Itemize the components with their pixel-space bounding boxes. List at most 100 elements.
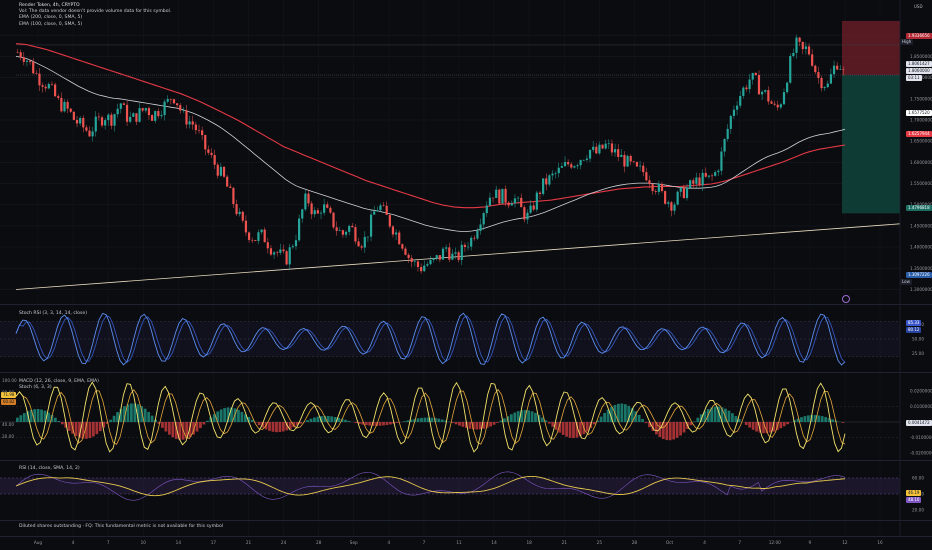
- x-tick-label: 14: [491, 540, 497, 545]
- candle: [41, 85, 44, 87]
- stoch-rsi-legend[interactable]: Stoch RSI (3, 3, 14, 14, close): [19, 311, 87, 316]
- macd-pane[interactable]: [0, 381, 900, 453]
- candle: [366, 236, 370, 238]
- candle: [373, 211, 376, 215]
- macd-histogram-bar: [316, 416, 320, 422]
- y-tick-label: 1.5000000: [910, 202, 932, 207]
- candle: [354, 227, 357, 242]
- macd-histogram-bar: [22, 413, 26, 422]
- candle: [554, 173, 557, 174]
- macd-histogram-bar: [143, 408, 147, 422]
- candle: [285, 251, 288, 265]
- candle: [404, 248, 407, 255]
- candle: [642, 165, 645, 173]
- macd-histogram-bar: [579, 422, 582, 437]
- macd-histogram-bar: [257, 422, 261, 426]
- rsi-ma-line: [15, 475, 846, 497]
- candle: [169, 99, 172, 100]
- macd-histogram-bar: [841, 422, 845, 423]
- macd-histogram-bar: [202, 422, 206, 425]
- event-marker-icon[interactable]: [842, 295, 850, 303]
- candle: [222, 166, 226, 177]
- macd-tag: 0.0041472: [906, 420, 932, 426]
- candle: [19, 52, 22, 58]
- macd-histogram-bar: [185, 422, 189, 439]
- candle: [147, 108, 151, 116]
- candle: [779, 104, 782, 108]
- candle: [545, 178, 548, 185]
- macd-histogram-bar: [461, 422, 465, 427]
- macd-label: MACD (12, 26, close, 9, EMA, EMA): [19, 379, 99, 384]
- pane-separator[interactable]: [0, 304, 932, 305]
- macd-histogram-bar: [793, 420, 796, 422]
- macd-histogram-bar: [769, 422, 772, 433]
- macd-histogram-bar: [357, 422, 361, 424]
- pane-separator[interactable]: [0, 520, 932, 521]
- pane-separator[interactable]: [0, 460, 932, 461]
- macd-histogram-bar: [561, 422, 565, 435]
- candle: [166, 99, 169, 102]
- candle: [163, 101, 166, 116]
- candle: [801, 41, 804, 50]
- macd-histogram-bar: [116, 412, 119, 422]
- macd-histogram-bar: [651, 422, 655, 432]
- candle: [335, 227, 338, 231]
- candle: [32, 61, 35, 74]
- candle: [413, 261, 416, 263]
- macd-histogram-bar: [496, 422, 499, 423]
- candle: [645, 172, 648, 181]
- currency-label[interactable]: USD: [914, 4, 923, 9]
- stoch-rsi-pane[interactable]: [0, 312, 900, 366]
- candle: [485, 205, 488, 214]
- rsi-legend[interactable]: RSI (14, close, SMA, 14, 2): [19, 466, 80, 471]
- candle: [188, 121, 191, 125]
- candle: [498, 189, 501, 204]
- macd-legend[interactable]: MACD (12, 26, close, 9, EMA, EMA) Stoch …: [19, 379, 99, 391]
- macd-histogram-bar: [140, 406, 144, 422]
- x-tick-label: 7: [107, 540, 110, 545]
- candle: [160, 115, 163, 117]
- pane-separator[interactable]: [0, 372, 932, 373]
- macd-histogram-bar: [565, 422, 568, 437]
- fundamental-legend[interactable]: Diluted shares outstanding · FQ: This fu…: [19, 524, 224, 529]
- candle: [679, 187, 682, 192]
- candle: [757, 75, 761, 95]
- candle: [319, 212, 323, 214]
- candle: [795, 37, 798, 53]
- candle: [682, 187, 685, 199]
- candle: [513, 198, 517, 204]
- symbol-title[interactable]: Render Token, 4h, CRYPTO: [19, 3, 80, 8]
- candle: [369, 214, 373, 237]
- candle: [701, 172, 704, 186]
- macd-histogram-bar: [299, 422, 303, 424]
- candle: [125, 104, 129, 122]
- candle: [113, 114, 116, 126]
- candle: [360, 246, 363, 248]
- candle: [620, 154, 623, 157]
- macd-histogram-bar: [112, 415, 116, 422]
- macd-histogram-bar: [734, 416, 738, 422]
- candle: [323, 204, 326, 213]
- candle: [473, 237, 476, 239]
- rsi-pane[interactable]: [0, 471, 900, 501]
- x-tick-label: 4: [72, 540, 75, 545]
- ema200-legend[interactable]: EMA (200, close, 0, SMA, 5): [19, 15, 83, 21]
- macd-histogram-bar: [762, 422, 765, 434]
- ema100-legend[interactable]: EMA (100, close, 0, SMA, 5): [19, 21, 83, 27]
- price-pane[interactable]: [15, 20, 901, 290]
- candle: [664, 191, 667, 204]
- macd-histogram-bar: [603, 412, 606, 422]
- pane-separator[interactable]: [0, 536, 932, 537]
- candle: [532, 205, 535, 210]
- macd-histogram-bar: [468, 422, 472, 429]
- candle: [735, 105, 739, 110]
- macd-histogram-bar: [288, 422, 292, 429]
- candle: [723, 138, 726, 152]
- macd-histogram-bar: [129, 403, 133, 422]
- x-tick-label: 18: [526, 540, 532, 545]
- macd-histogram-bar: [53, 417, 57, 422]
- stoch-d-line: [15, 388, 846, 445]
- macd-histogram-bar: [458, 422, 461, 426]
- candle: [714, 172, 717, 176]
